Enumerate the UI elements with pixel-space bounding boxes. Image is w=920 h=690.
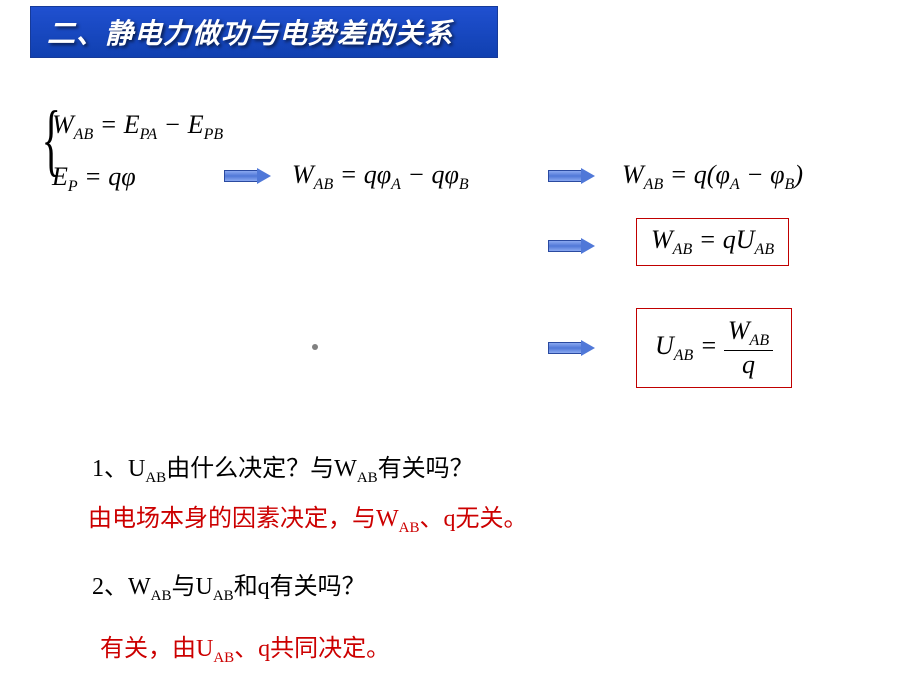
arrow-icon <box>548 340 594 356</box>
a2-text: 有关，由UAB、q共同决定。 <box>100 636 390 662</box>
q1-text: 1、UAB由什么决定？与WAB有关吗？ <box>92 456 474 482</box>
answer-2: 有关，由UAB、q共同决定。 <box>100 628 390 667</box>
eq1-text: WAB = EPA − EPB <box>52 110 223 139</box>
eq2-text: EP = qφ <box>52 162 136 191</box>
section-header: 二、静电力做功与电势差的关系 <box>30 6 498 58</box>
equals: = <box>700 331 724 360</box>
arrow-icon <box>548 238 594 254</box>
answer-1: 由电场本身的因素决定，与WAB、q无关。 <box>88 498 528 537</box>
equation-ep-qphi: EP = qφ <box>52 162 136 196</box>
question-1: 1、UAB由什么决定？与WAB有关吗？ <box>92 448 474 487</box>
equation-wab-qphi: WAB = qφA − qφB <box>292 160 469 194</box>
eq3-text: WAB = qφA − qφB <box>292 160 469 189</box>
equation-wab-factored: WAB = q(φA − φB) <box>622 160 803 194</box>
dot-marker <box>312 344 318 350</box>
equation-wab-energy: WAB = EPA − EPB <box>52 110 223 144</box>
section-title: 二、静电力做功与电势差的关系 <box>47 12 453 52</box>
question-2: 2、WAB与UAB和q有关吗？ <box>92 566 366 605</box>
a1-text: 由电场本身的因素决定，与WAB、q无关。 <box>88 506 528 532</box>
eq6-numerator: WAB <box>724 317 773 351</box>
equation-wab-quab-box: WAB = qUAB <box>636 218 789 266</box>
q2-text: 2、WAB与UAB和q有关吗？ <box>92 574 366 600</box>
arrow-icon <box>224 168 270 184</box>
eq6-lhs: UAB <box>655 331 693 360</box>
eq6-fraction: WAB q <box>724 317 773 379</box>
eq6-denominator: q <box>724 351 773 380</box>
eq4-text: WAB = q(φA − φB) <box>622 160 803 189</box>
arrow-icon <box>548 168 594 184</box>
eq5-text: WAB = qUAB <box>651 225 774 254</box>
equation-uab-fraction-box: UAB = WAB q <box>636 308 792 388</box>
